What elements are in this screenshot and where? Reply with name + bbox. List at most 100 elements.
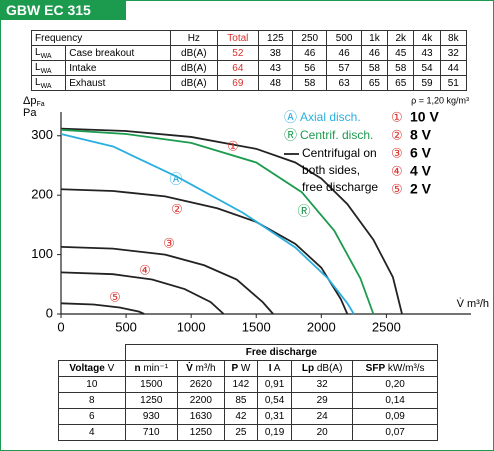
sound-table: Frequency Hz Total 125 250 500 1k 2k 4k 8k LWA Case… <box>30 30 468 91</box>
curve-marker: ④ <box>139 262 151 277</box>
legend-marker: ① <box>391 109 403 124</box>
cell: 0,07 <box>352 424 438 441</box>
y-axis-unit: Pa <box>23 107 37 119</box>
curve <box>60 302 145 315</box>
cell: 85 <box>223 392 259 409</box>
curve <box>60 271 225 315</box>
curve-marker: Ⓡ <box>297 203 310 218</box>
cell: 25 <box>223 424 259 441</box>
cell: 29 <box>291 392 354 409</box>
column-name: Lp <box>301 363 315 374</box>
legend-label: 10 V <box>410 109 439 125</box>
cell: 1500 <box>124 376 178 393</box>
column-unit: W <box>240 363 251 374</box>
curve-marker: ② <box>171 201 183 216</box>
column-header: V̇ m³/h <box>176 360 225 377</box>
column-header: SFP kW/m³/s <box>352 360 438 377</box>
x-tick-label: 2500 <box>372 319 401 334</box>
curve-marker: Ⓐ <box>169 171 182 186</box>
legend-marker: ③ <box>391 145 403 160</box>
y-tick-label: 100 <box>31 246 53 261</box>
legend-marker: Ⓡ <box>284 127 297 142</box>
cell: 6 <box>58 408 126 425</box>
legend-note: both sides, <box>302 163 360 177</box>
curve-marker: ① <box>227 138 239 153</box>
blank <box>59 345 126 361</box>
x-tick-label: 1500 <box>242 319 271 334</box>
column-unit: m³/h <box>195 363 216 374</box>
value: 45 <box>387 45 415 61</box>
column-name: I <box>268 363 272 374</box>
value: 51 <box>439 75 468 91</box>
cell: 1630 <box>176 408 225 425</box>
cell: 20 <box>291 424 354 441</box>
column-header: Lp dB(A) <box>291 360 354 377</box>
curve <box>60 128 375 315</box>
cell: 4 <box>58 424 126 441</box>
column-header: I A <box>257 360 293 377</box>
symbol: L <box>35 61 41 73</box>
legend-label: Centrif. disch. <box>300 128 373 142</box>
column-header: P W <box>223 360 259 377</box>
value: 65 <box>360 75 389 91</box>
subscript: WA <box>40 52 52 60</box>
column-unit: A <box>273 363 281 374</box>
cell: 930 <box>124 408 178 425</box>
column-header: Voltage V <box>58 360 126 377</box>
table-row: 10 1500 2620 142 0,91 32 0,20 <box>58 376 438 393</box>
table-title: Free discharge <box>124 344 439 361</box>
legend-label: Axial disch. <box>300 110 361 124</box>
legend-marker: ② <box>391 127 403 142</box>
curve <box>60 127 403 315</box>
cell: 2200 <box>176 392 225 409</box>
header-title: GBW EC 315 <box>1 1 126 20</box>
column-name: V̇ <box>186 363 193 374</box>
legend-note: Centrifugal on <box>302 146 377 160</box>
x-axis-label: V̇ m³/h <box>457 297 489 310</box>
curve-marker: ③ <box>163 235 175 250</box>
cell: 1250 <box>124 392 178 409</box>
column-header: n min⁻¹ <box>124 360 178 377</box>
column-name: P <box>231 363 239 374</box>
y-axis-label: ΔpFa <box>23 95 45 108</box>
cell: 42 <box>223 408 259 425</box>
subscript: WA <box>40 82 52 90</box>
cell: 0,14 <box>352 392 438 409</box>
cell: 10 <box>58 376 126 393</box>
curve <box>60 245 274 315</box>
cell: 32 <box>291 376 354 393</box>
column-unit: min⁻¹ <box>143 363 169 374</box>
cell: 0,54 <box>257 392 293 409</box>
cell: 0,31 <box>257 408 293 425</box>
column-name: SFP <box>365 363 386 374</box>
curve-marker: ⑤ <box>109 289 121 304</box>
legend-label: 2 V <box>410 181 432 197</box>
legend-label: 6 V <box>410 145 432 161</box>
column-unit: dB(A) <box>316 363 343 374</box>
cell: 0,09 <box>352 408 438 425</box>
x-tick-label: 1000 <box>177 319 206 334</box>
table-row: 6 930 1630 42 0,31 24 0,09 <box>58 408 438 425</box>
legend-marker: Ⓐ <box>284 109 297 124</box>
x-tick-label: 500 <box>115 319 137 334</box>
cell: 0,19 <box>257 424 293 441</box>
annotation: ρ = 1,20 kg/m³ <box>411 95 469 105</box>
column-name: Voltage <box>69 363 105 374</box>
value: 65 <box>387 75 415 91</box>
table-row: LWA Case breakout dB(A) 52 38 46 46 46 45 43 32 <box>30 45 468 61</box>
symbol-cell: LWA <box>30 75 67 91</box>
column-unit: V <box>107 363 115 374</box>
cell: 710 <box>124 424 178 441</box>
unit: dB(A) <box>169 75 218 91</box>
cell: 24 <box>291 408 354 425</box>
subscript: WA <box>40 67 52 75</box>
y-axis-label-subscript: Fa <box>36 101 44 108</box>
curve <box>60 133 355 315</box>
y-tick-label: 300 <box>31 127 53 142</box>
cell: 2620 <box>176 376 225 393</box>
cell: 0,91 <box>257 376 293 393</box>
column-unit: kW/m³/s <box>387 363 425 374</box>
